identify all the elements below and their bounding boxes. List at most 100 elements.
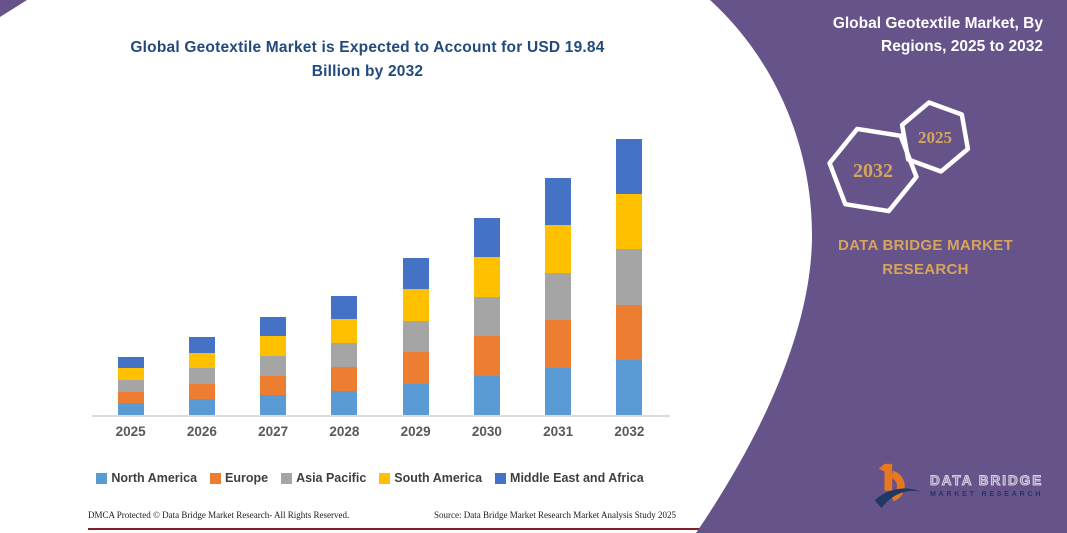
x-axis-label: 2031	[543, 424, 574, 439]
bar-segment	[545, 367, 572, 415]
bar-segment	[260, 316, 287, 337]
bar-segment	[188, 352, 215, 369]
legend-item: Middle East and Africa	[495, 471, 644, 485]
bar-segment	[331, 343, 358, 368]
legend-item: Asia Pacific	[281, 471, 366, 485]
dbmr-logo: DATA BRIDGE MARKET RESEARCH	[872, 460, 1047, 510]
bar-segment	[188, 337, 215, 353]
bar-segment	[331, 391, 358, 415]
stacked-bar-2027	[260, 316, 287, 415]
x-axis-label: 2032	[614, 424, 645, 439]
bar-segment	[616, 194, 643, 250]
dbmr-logo-icon	[874, 463, 921, 509]
hexagon-2032-label: 2032	[853, 160, 893, 182]
bar-segment	[331, 319, 358, 344]
chart-legend: North America Europe Asia Pacific South Ame…	[55, 471, 685, 485]
brand-line-1: DATA BRIDGE MARKET	[837, 237, 1014, 254]
bar-segment	[545, 320, 572, 368]
bar-segment	[616, 359, 643, 415]
bar-segment	[545, 225, 572, 273]
panel-title: Global Geotextile Market, By Regions, 20…	[832, 15, 1043, 56]
footer: DMCA Protected © Data Bridge Market Rese…	[88, 510, 676, 520]
bar-column	[166, 98, 237, 415]
logo-text-primary: DATA BRIDGE	[929, 472, 1044, 488]
bar-segment	[260, 336, 287, 356]
bar-segment	[473, 217, 500, 257]
bar-column	[238, 98, 309, 415]
bar-column	[451, 98, 522, 415]
x-axis-label: 2030	[471, 424, 502, 439]
bar-segment	[545, 177, 572, 225]
stacked-bar-2030	[473, 217, 500, 415]
legend-swatch	[281, 472, 293, 484]
x-axis-line	[92, 415, 670, 417]
x-axis-label: 2025	[115, 424, 146, 439]
x-axis-label: 2026	[186, 424, 217, 439]
legend-swatch	[210, 472, 222, 484]
bar-segment	[260, 355, 287, 376]
bar-segment	[188, 399, 215, 415]
source-text: Source: Data Bridge Market Research Mark…	[434, 510, 676, 520]
bar-segment	[616, 304, 643, 360]
legend-item: South America	[379, 471, 482, 485]
bar-segment	[473, 296, 500, 336]
stacked-bar-2026	[188, 337, 215, 415]
bar-segment	[545, 272, 572, 320]
brand-line-2: RESEARCH	[882, 261, 969, 278]
bar-segment	[331, 295, 358, 320]
legend-swatch	[96, 472, 108, 484]
bar-segment	[473, 375, 500, 415]
bar-segment	[117, 403, 144, 415]
stacked-bar-2031	[545, 177, 572, 415]
stacked-bar-plot-area	[95, 98, 665, 415]
bar-column	[523, 98, 594, 415]
bar-segment	[402, 352, 429, 384]
bar-column	[95, 98, 166, 415]
logo-text-secondary: MARKET RESEARCH	[930, 490, 1044, 498]
bar-column	[380, 98, 451, 415]
bar-segment	[402, 289, 429, 321]
bar-segment	[402, 258, 429, 290]
legend-label: Asia Pacific	[296, 471, 367, 485]
x-axis-label: 2027	[258, 424, 289, 439]
bar-segment	[402, 320, 429, 353]
legend-swatch	[495, 472, 507, 484]
year-hexagons: 2032 2025	[827, 100, 971, 214]
bar-segment	[117, 368, 144, 380]
dmca-text: DMCA Protected © Data Bridge Market Rese…	[88, 510, 350, 520]
bar-column	[594, 98, 665, 415]
bar-column	[309, 98, 380, 415]
bar-segment	[402, 383, 429, 415]
legend-swatch	[379, 472, 391, 484]
legend-item: Europe	[210, 471, 268, 485]
bar-segment	[117, 379, 144, 392]
bottom-rule	[88, 528, 700, 530]
bar-segment	[260, 395, 287, 415]
x-axis-label: 2028	[329, 424, 360, 439]
corner-accent-triangle	[0, 0, 27, 17]
stacked-bar-2028	[331, 295, 358, 415]
chart-title: Global Geotextile Market is Expected to …	[130, 39, 605, 81]
bar-segment	[188, 368, 215, 384]
legend-label: North America	[111, 471, 198, 485]
x-axis-labels: 2025 2026 2027 2028 2029 2030 2031 2032	[95, 424, 665, 439]
hexagon-2025-label: 2025	[918, 128, 952, 147]
x-axis-label: 2029	[400, 424, 431, 439]
brand-wordmark: DATA BRIDGE MARKET RESEARCH	[808, 234, 1043, 282]
legend-label: Middle East and Africa	[510, 471, 644, 485]
bar-segment	[117, 391, 144, 404]
stacked-bar-2032	[616, 139, 643, 415]
stacked-bar-2025	[117, 356, 144, 415]
bar-segment	[260, 375, 287, 396]
bar-segment	[331, 367, 358, 392]
bar-segment	[616, 249, 643, 305]
bar-segment	[473, 257, 500, 297]
bar-segment	[188, 383, 215, 400]
hexagon-2032-outline	[827, 126, 919, 214]
bar-segment	[117, 356, 144, 369]
stacked-bar-2029	[402, 258, 429, 415]
legend-item: North America	[96, 471, 197, 485]
hexagon-2025-outline	[899, 100, 971, 174]
bar-segment	[616, 139, 643, 195]
